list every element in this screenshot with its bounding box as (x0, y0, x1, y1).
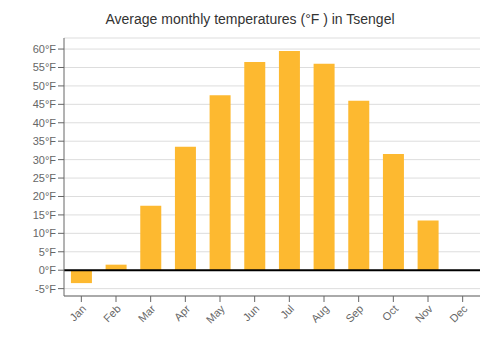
svg-text:Nov: Nov (413, 302, 436, 325)
svg-text:5°F: 5°F (39, 246, 57, 258)
svg-text:Sep: Sep (343, 302, 365, 324)
svg-text:20°F: 20°F (33, 190, 57, 202)
svg-text:25°F: 25°F (33, 172, 57, 184)
svg-text:Jun: Jun (241, 302, 262, 323)
svg-text:55°F: 55°F (33, 61, 57, 73)
svg-text:10°F: 10°F (33, 227, 57, 239)
svg-text:45°F: 45°F (33, 98, 57, 110)
svg-text:Aug: Aug (309, 302, 331, 324)
svg-text:Jul: Jul (278, 302, 296, 320)
svg-text:0°F: 0°F (39, 264, 57, 276)
svg-text:40°F: 40°F (33, 117, 57, 129)
svg-text:35°F: 35°F (33, 135, 57, 147)
svg-text:60°F: 60°F (33, 43, 57, 55)
svg-text:Feb: Feb (101, 302, 123, 324)
svg-text:15°F: 15°F (33, 209, 57, 221)
svg-text:Dec: Dec (447, 302, 470, 325)
html-text:Average monthly temperatures (: Average monthly temperatures (°F ) in Ts… (105, 11, 395, 27)
svg-text:-5°F: -5°F (35, 283, 56, 295)
svg-text:Apr: Apr (172, 302, 193, 323)
svg-text:Mar: Mar (136, 302, 158, 324)
svg-text:Oct: Oct (380, 302, 401, 323)
svg-text:30°F: 30°F (33, 154, 57, 166)
svg-text:50°F: 50°F (33, 80, 57, 92)
svg-text:May: May (204, 302, 228, 326)
svg-text:Jan: Jan (67, 302, 88, 323)
